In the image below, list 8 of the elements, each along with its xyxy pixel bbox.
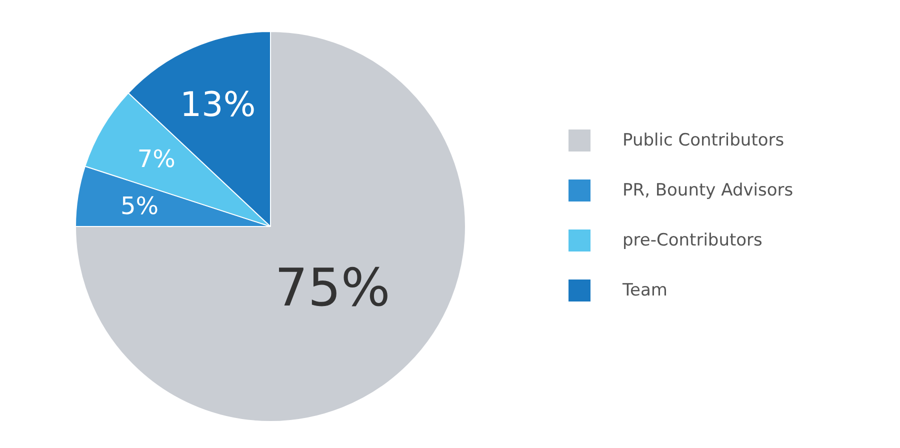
data-label: 5%: [120, 192, 159, 220]
legend-label: Public Contributors: [622, 130, 784, 150]
legend-label: PR, Bounty Advisors: [622, 180, 794, 200]
legend-label: Team: [622, 280, 668, 300]
data-label: 7%: [137, 145, 176, 173]
legend-label: pre-Contributors: [622, 230, 763, 250]
data-label: 13%: [180, 84, 256, 125]
data-label: 75%: [274, 258, 390, 319]
